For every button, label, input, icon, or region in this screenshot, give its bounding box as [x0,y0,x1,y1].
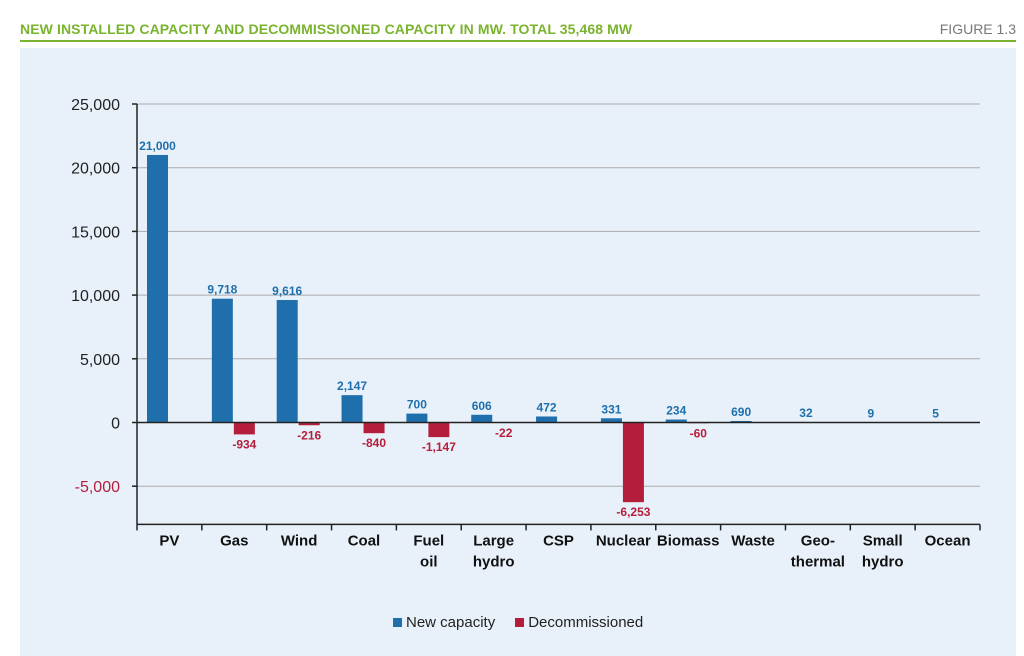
bar-new-capacity [536,416,558,423]
data-label-new-capacity: 9,718 [207,283,237,297]
bar-decommissioned [622,422,644,503]
legend-item-decommissioned: Decommissioned [515,614,643,631]
y-tick-label-3: 10,000 [71,288,120,305]
data-label-new-capacity: 21,000 [139,139,176,153]
bar-new-capacity [600,418,622,423]
bar-new-capacity [471,414,493,423]
bar-new-capacity [211,298,233,423]
y-tick-label-6: -5,000 [75,479,120,496]
category-label: PV [159,532,179,549]
category-label: hydro [862,553,904,570]
data-label-new-capacity: 700 [407,398,427,412]
y-tick-label-5: 0 [111,416,120,433]
legend-label-new-capacity: New capacity [406,614,496,631]
bar-new-capacity [147,154,168,423]
legend-swatch-new-capacity [393,618,402,627]
data-label-new-capacity: 606 [472,399,492,413]
category-label: Coal [348,532,381,549]
category-label: Nuclear [596,532,651,549]
bar-new-capacity [276,299,298,423]
bar-new-capacity [406,413,428,423]
y-tick-label-2: 15,000 [71,224,120,241]
figure-label: FIGURE 1.3 [939,21,1016,37]
data-label-decommissioned: -840 [362,436,386,450]
bar-decommissioned [233,422,255,435]
header-divider [20,40,1016,42]
category-label: oil [420,553,438,570]
data-label-decommissioned: -1,147 [422,440,456,454]
data-label-decommissioned: -60 [690,426,708,440]
chart-title: NEW INSTALLED CAPACITY AND DECOMMISSIONE… [20,21,633,37]
data-label-decommissioned: -216 [297,428,321,442]
data-label-decommissioned: -22 [495,426,513,440]
y-tick-label-1: 20,000 [71,161,120,178]
chart-legend: New capacity Decommissioned [393,614,663,631]
data-label-new-capacity: 9,616 [272,284,302,298]
category-label: Large [473,532,514,549]
legend-label-decommissioned: Decommissioned [528,614,644,631]
category-label: Geo- [801,532,835,549]
category-label: Fuel [413,532,444,549]
category-label: hydro [473,553,515,570]
category-label: thermal [791,553,845,570]
legend-item-new-capacity: New capacity [393,614,495,631]
y-tick-label-4: 5,000 [80,352,120,369]
data-label-decommissioned: -6,253 [616,505,650,519]
chart-panel [20,48,1016,656]
data-label-new-capacity: 5 [932,406,939,420]
bar-new-capacity [730,420,752,423]
bar-decommissioned [363,422,385,434]
bar-decommissioned [428,422,450,438]
category-label: Biomass [657,532,720,549]
bar-new-capacity [665,419,687,423]
data-label-new-capacity: 32 [799,406,813,420]
category-label: Ocean [925,532,971,549]
category-label: Wind [281,532,318,549]
data-label-new-capacity: 234 [666,404,686,418]
y-tick-label-0: 25,000 [71,97,120,114]
data-label-new-capacity: 331 [601,402,621,416]
data-label-new-capacity: 9 [867,406,874,420]
data-label-new-capacity: 472 [537,400,557,414]
legend-swatch-decommissioned [515,618,525,627]
data-label-new-capacity: 2,147 [337,379,367,393]
data-label-decommissioned: -934 [232,437,256,451]
category-label: Small [863,532,903,549]
category-label: CSP [543,532,574,549]
bar-new-capacity [341,395,363,423]
data-label-new-capacity: 690 [731,405,751,419]
bar-decommissioned [298,422,320,426]
category-label: Gas [220,532,248,549]
category-label: Waste [731,532,775,549]
